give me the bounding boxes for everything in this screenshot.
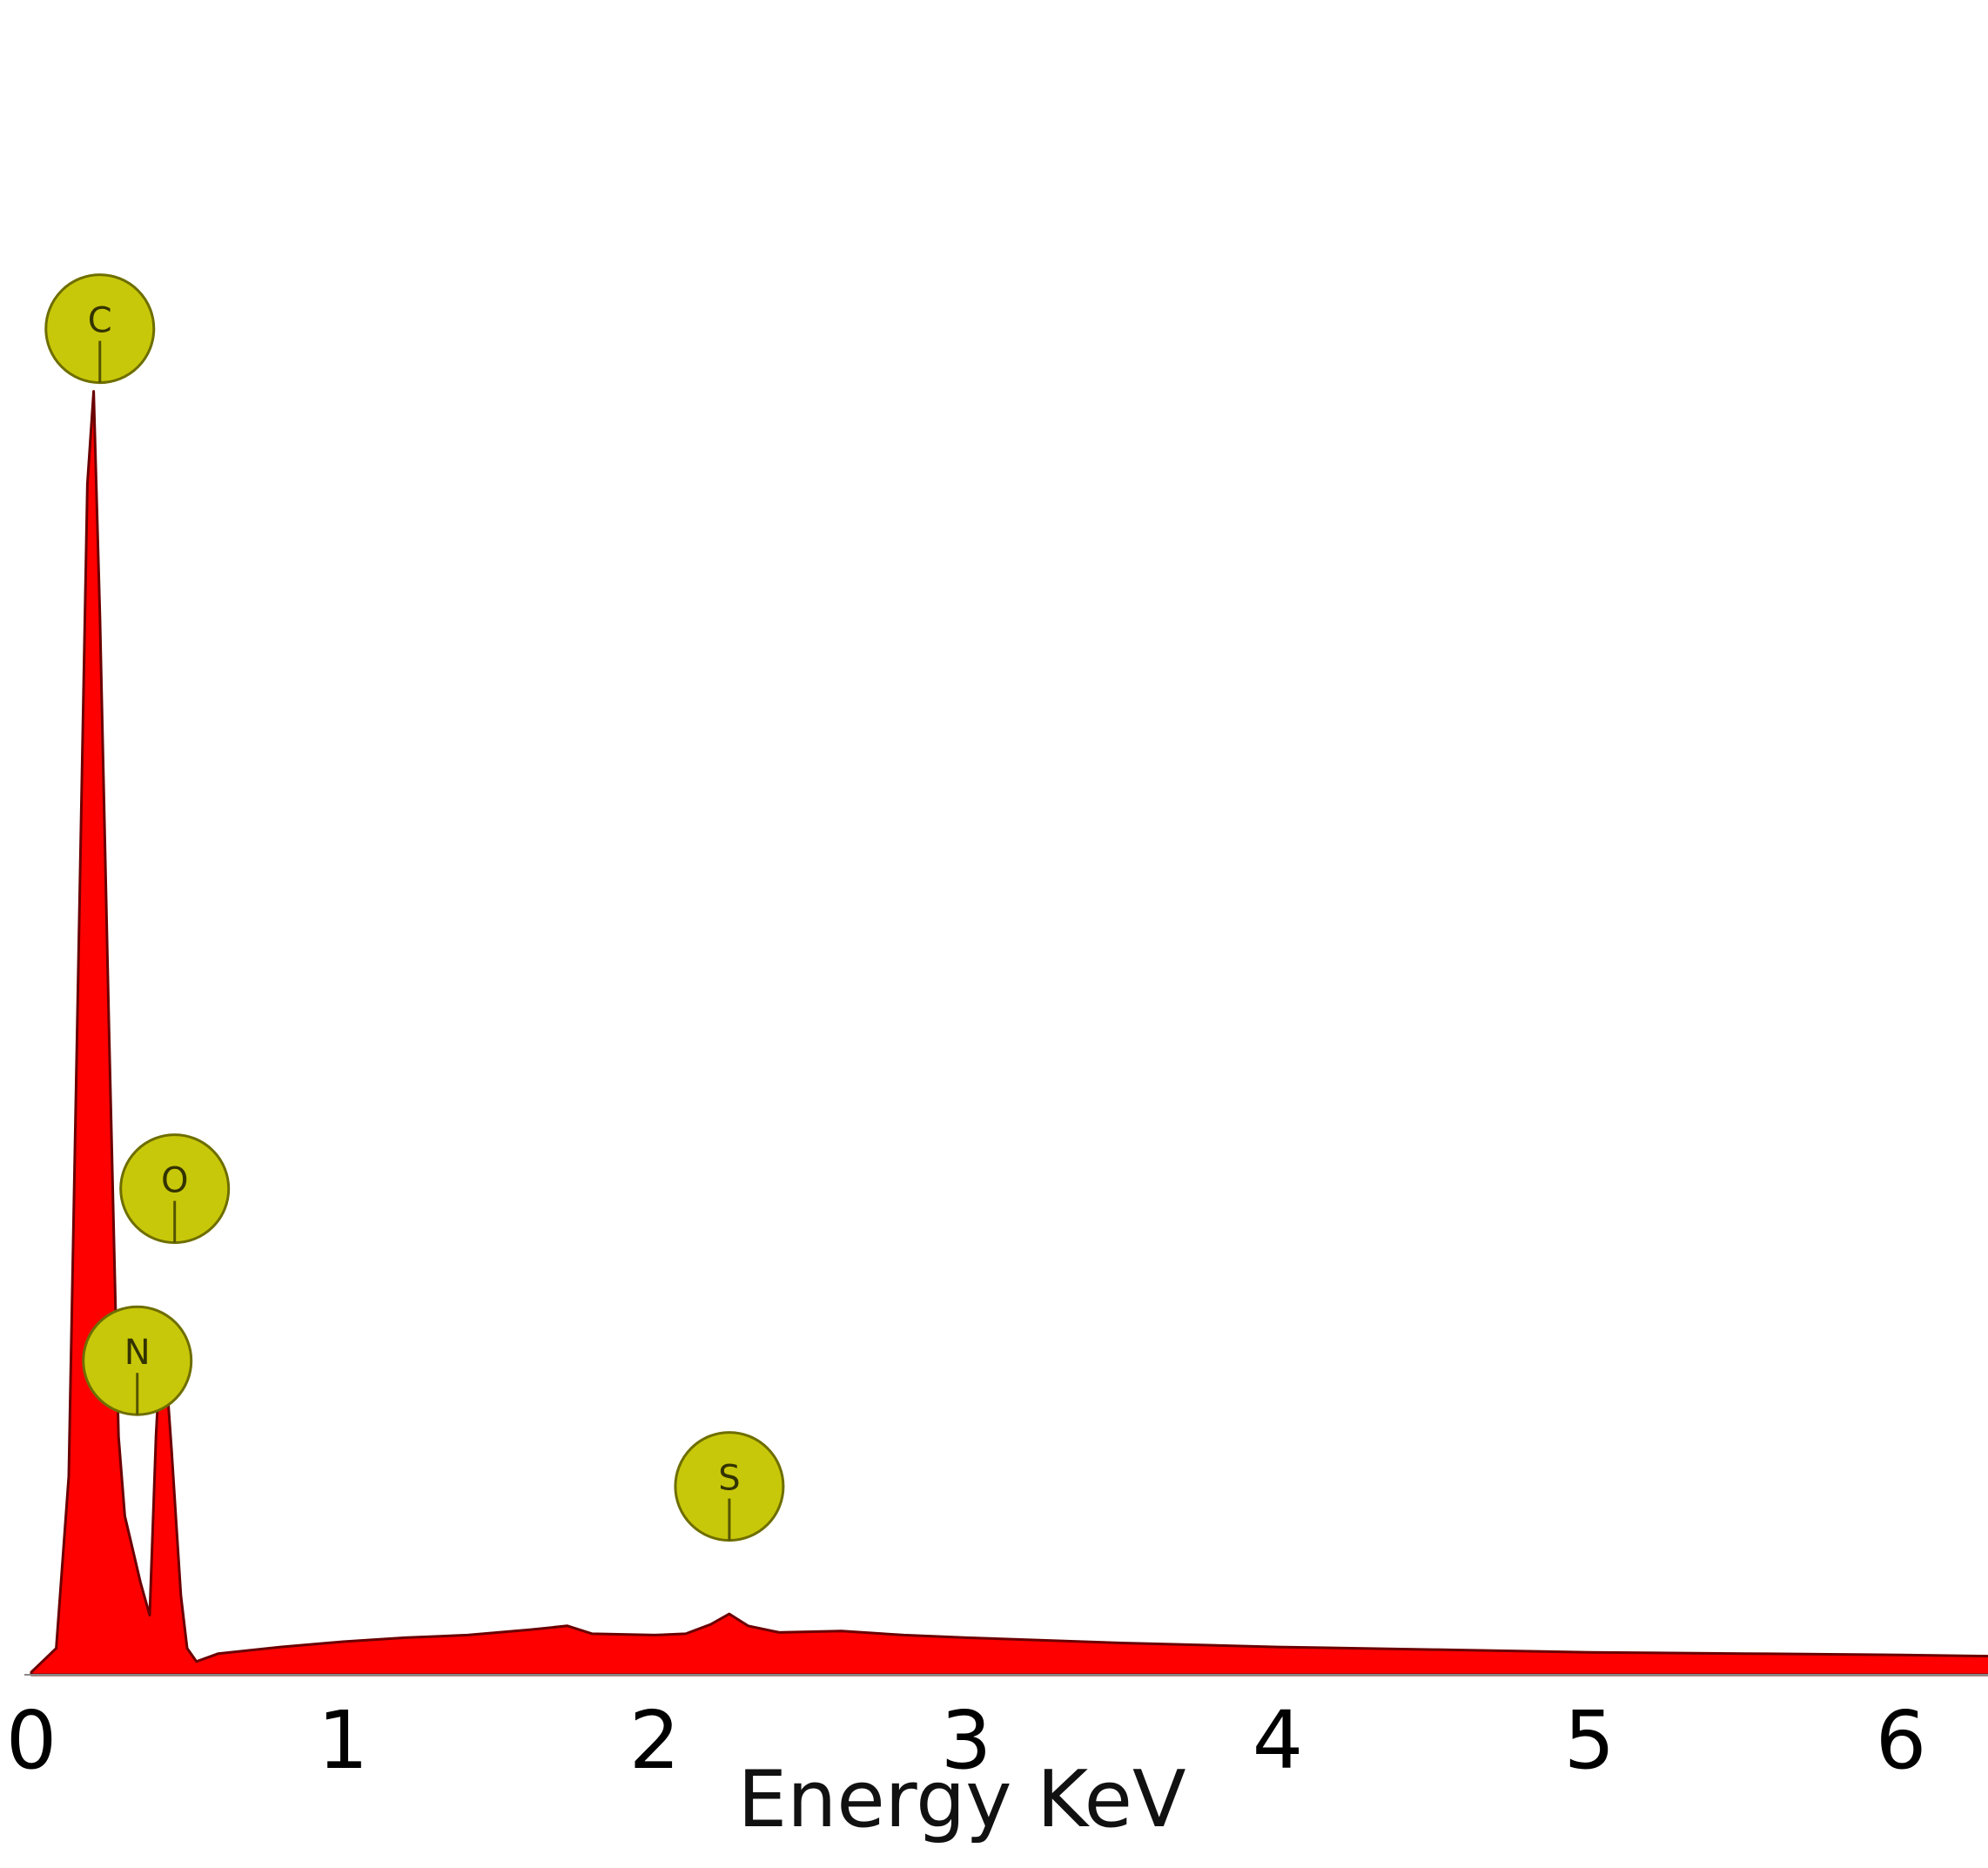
peak-element-label: O	[161, 1161, 188, 1201]
peak-marker-o: O	[119, 1133, 231, 1245]
x-tick-labels: 0 1 2 3 4 5 6	[6, 1694, 1927, 1787]
x-tick-label: 6	[1876, 1694, 1927, 1787]
peak-element-label: S	[718, 1459, 740, 1499]
x-axis-title: Energy KeV	[737, 1754, 1185, 1845]
x-tick-label: 0	[6, 1694, 57, 1787]
peak-element-label: C	[88, 301, 112, 341]
x-tick-label: 5	[1564, 1694, 1615, 1787]
plot-area	[30, 390, 1988, 1676]
x-tick-label: 1	[318, 1694, 369, 1787]
peak-marker-n: N	[82, 1305, 193, 1416]
x-tick-label: 4	[1253, 1694, 1304, 1787]
peak-markers: C N O S	[44, 273, 785, 1542]
peak-element-label: N	[124, 1333, 151, 1373]
peak-marker-c: C	[44, 273, 156, 385]
x-tick-label: 3	[941, 1694, 992, 1787]
spectrum-area	[30, 390, 1988, 1676]
peak-marker-s: S	[674, 1431, 785, 1542]
x-tick-label: 2	[629, 1694, 681, 1787]
